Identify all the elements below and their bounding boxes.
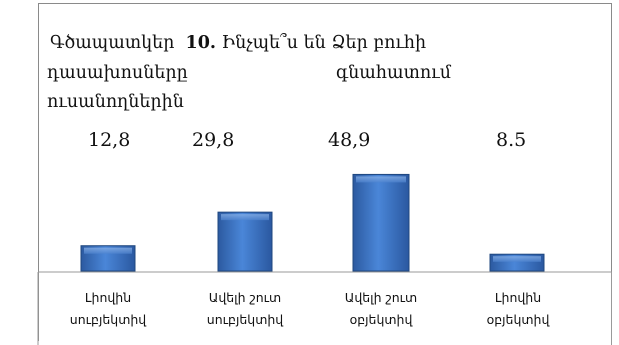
value-label: 29,8: [192, 129, 235, 151]
category-label-line: Ավելի շուտ: [344, 290, 418, 305]
chart-title-line-2b: գնահատում: [336, 63, 451, 83]
category-label-line: սուբյեկտիվ: [69, 312, 147, 327]
bar-highlight: [493, 256, 541, 262]
value-label: 12,8: [88, 129, 131, 151]
category-label-line: օբյեկտիվ: [349, 312, 413, 327]
chart-title-text: Ինչպե՞ս են Ձեր բուհի: [221, 33, 427, 53]
chart-title-number: 10.: [185, 33, 216, 53]
category-label: Լիովին օբյեկտիվ: [463, 287, 573, 331]
category-label-line: Ավելի շուտ: [208, 290, 282, 305]
category-label: Ավելի շուտ սուբյեկտիվ: [190, 287, 300, 331]
value-label: 48,9: [328, 129, 371, 151]
category-label-line: օբյեկտիվ: [486, 312, 550, 327]
bar-body: [217, 211, 273, 272]
category-label-line: սուբյեկտիվ: [206, 312, 284, 327]
bars: [80, 173, 545, 272]
category-label: Ավելի շուտ օբյեկտիվ: [326, 287, 436, 331]
category-label-line: Լիովին: [84, 290, 132, 305]
bar: [352, 173, 410, 272]
category-dividers: [37, 272, 612, 345]
category-label: Լիովին սուբյեկտիվ: [53, 287, 163, 331]
bar-highlight: [221, 214, 269, 221]
bar: [80, 245, 136, 272]
chart-title-line-1: Գծապատկեր 10. Ինչպե՞ս են Ձեր բուհի: [50, 32, 426, 55]
chart-title-label: Գծապատկեր: [50, 33, 175, 53]
value-label: 8.5: [496, 129, 527, 151]
chart-title-line-2: դասախոսները: [47, 63, 188, 83]
bar: [217, 211, 273, 272]
chart-title-line-3: ուսանողներին: [47, 92, 184, 112]
chart-frame: [38, 3, 612, 341]
category-label-line: Լիովին: [494, 290, 542, 305]
bar-highlight: [84, 247, 132, 254]
bar-highlight: [356, 176, 406, 183]
bar-body: [352, 173, 410, 272]
bar: [489, 253, 545, 272]
